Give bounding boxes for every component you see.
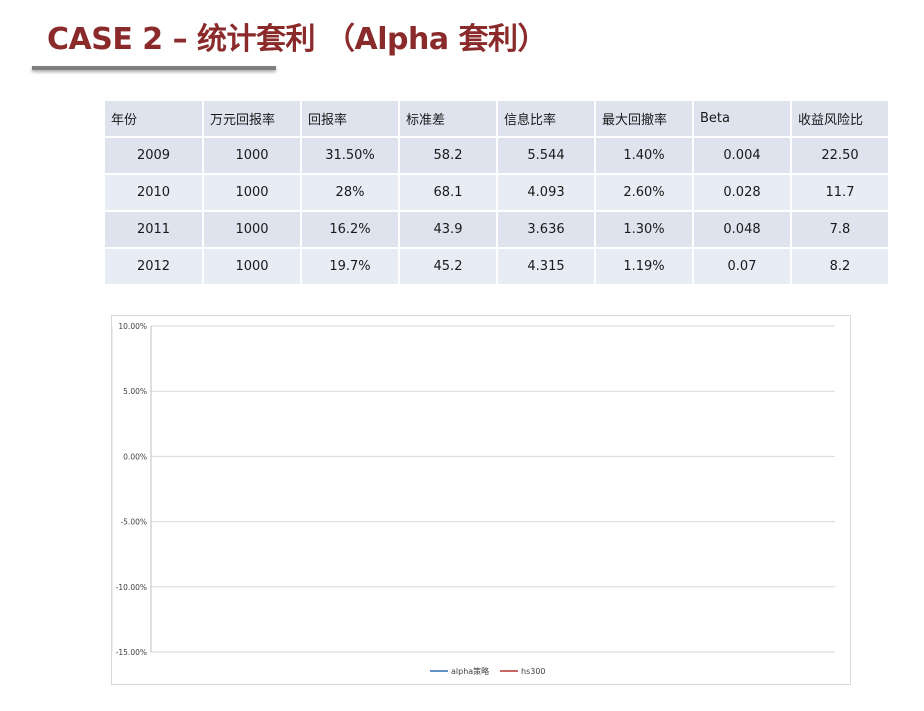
table-cell: 1.19% (594, 247, 694, 286)
table-cell: 5.544 (496, 136, 596, 175)
stats-table: 年份 万元回报率 回报率 标准差 信息比率 最大回撤率 Beta 收益风险比 2… (103, 99, 890, 286)
table-cell: 1000 (202, 247, 302, 286)
table-cell: 16.2% (300, 210, 400, 249)
y-tick-label: -5.00% (120, 518, 147, 527)
table-cell: 2011 (103, 210, 204, 249)
legend-label: alpha策略 (451, 666, 489, 676)
header-info-ratio: 信息比率 (496, 99, 596, 138)
y-tick-label: 10.00% (118, 322, 147, 331)
table-cell: 1.40% (594, 136, 694, 175)
table-cell: 0.028 (692, 173, 792, 212)
table-row: 2010 1000 28% 68.1 4.093 2.60% 0.028 11.… (103, 173, 890, 212)
table-cell: 2.60% (594, 173, 694, 212)
header-std-dev: 标准差 (398, 99, 498, 138)
table-cell: 11.7 (790, 173, 890, 212)
table-row: 2012 1000 19.7% 45.2 4.315 1.19% 0.07 8.… (103, 247, 890, 286)
chart-frame: 10.00%5.00%0.00%-5.00%-10.00%-15.00% 201… (111, 315, 851, 685)
table-cell: 8.2 (790, 247, 890, 286)
slide-title: CASE 2 – 统计套利 （Alpha 套利） (47, 22, 548, 57)
table-cell: 0.048 (692, 210, 792, 249)
y-tick-label: 0.00% (123, 452, 147, 461)
header-return-per-10k: 万元回报率 (202, 99, 302, 138)
table-cell: 31.50% (300, 136, 400, 175)
table-cell: 7.8 (790, 210, 890, 249)
header-return-rate: 回报率 (300, 99, 400, 138)
table-cell: 1000 (202, 210, 302, 249)
y-tick-label: -15.00% (116, 648, 147, 657)
table-cell: 2010 (103, 173, 204, 212)
header-year: 年份 (103, 99, 204, 138)
table-cell: 19.7% (300, 247, 400, 286)
table-cell: 22.50 (790, 136, 890, 175)
table-cell: 68.1 (398, 173, 498, 212)
table-cell: 58.2 (398, 136, 498, 175)
header-max-drawdown: 最大回撤率 (594, 99, 694, 138)
y-tick-label: -10.00% (116, 583, 147, 592)
line-chart: 10.00%5.00%0.00%-5.00%-10.00%-15.00% 201… (112, 316, 835, 676)
chart-gridlines (112, 325, 835, 653)
table-cell: 0.004 (692, 136, 792, 175)
table-cell: 28% (300, 173, 400, 212)
table-header-row: 年份 万元回报率 回报率 标准差 信息比率 最大回撤率 Beta 收益风险比 (103, 99, 890, 138)
table-cell: 3.636 (496, 210, 596, 249)
table-cell: 0.07 (692, 247, 792, 286)
table-cell: 2009 (103, 136, 204, 175)
table-cell: 4.315 (496, 247, 596, 286)
title-underline (32, 66, 276, 70)
table-row: 2009 1000 31.50% 58.2 5.544 1.40% 0.004 … (103, 136, 890, 175)
table-cell: 2012 (103, 247, 204, 286)
table-cell: 1000 (202, 136, 302, 175)
legend-label: hs300 (521, 667, 546, 676)
table-cell: 45.2 (398, 247, 498, 286)
table-cell: 4.093 (496, 173, 596, 212)
y-tick-label: 5.00% (123, 387, 147, 396)
table-cell: 43.9 (398, 210, 498, 249)
table-row: 2011 1000 16.2% 43.9 3.636 1.30% 0.048 7… (103, 210, 890, 249)
table-cell: 1.30% (594, 210, 694, 249)
header-return-risk-ratio: 收益风险比 (790, 99, 890, 138)
y-axis-ticks: 10.00% 5.00% 0.00% -5.00% -10.00% -15.00% (116, 322, 147, 657)
table-cell: 1000 (202, 173, 302, 212)
chart-legend: alpha策略 hs300 (430, 666, 546, 676)
header-beta: Beta (692, 99, 792, 138)
